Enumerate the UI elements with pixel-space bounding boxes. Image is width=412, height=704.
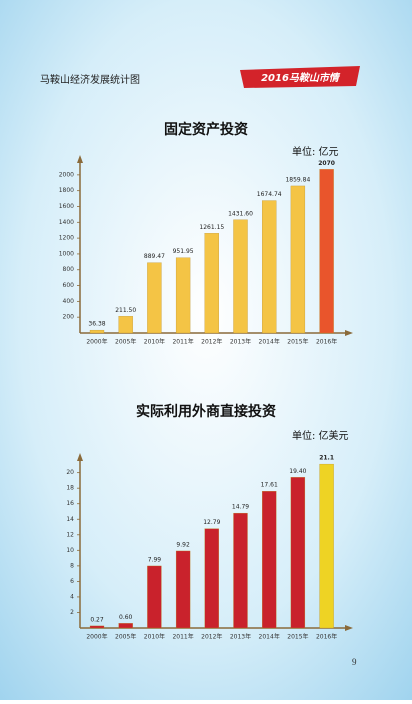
- x-tick-label: 2015年: [287, 338, 308, 346]
- value-label: 0.60: [119, 614, 133, 621]
- bar: [262, 491, 277, 629]
- x-tick-label: 2012年: [201, 338, 222, 346]
- value-label: 1261.15: [199, 224, 224, 231]
- value-label: 19.40: [289, 468, 306, 475]
- header-title: 马鞍山经济发展统计图: [40, 73, 140, 86]
- y-axis-arrow: [77, 155, 83, 163]
- y-tick-label: 20: [66, 469, 74, 476]
- y-tick-label: 400: [63, 298, 75, 305]
- x-tick-label: 2010年: [144, 338, 165, 346]
- bar: [89, 625, 105, 629]
- value-label: 14.79: [232, 504, 249, 511]
- bar: [233, 512, 248, 629]
- x-tick-label: 2014年: [259, 633, 280, 641]
- y-tick-label: 2: [70, 609, 74, 616]
- y-tick-label: 1200: [59, 235, 74, 242]
- bar: [175, 257, 191, 334]
- bar: [319, 169, 334, 334]
- y-tick-label: 10: [66, 547, 74, 554]
- value-label: 36.38: [88, 321, 105, 328]
- x-tick-label: 2013年: [230, 338, 251, 346]
- x-tick-label: 2016年: [316, 633, 337, 641]
- x-tick-label: 2010年: [144, 633, 165, 641]
- bar: [147, 565, 162, 629]
- x-tick-label: 2000年: [86, 633, 107, 641]
- y-tick-label: 4: [70, 593, 74, 600]
- x-tick-label: 2013年: [230, 633, 251, 641]
- page-number: 9: [352, 657, 357, 667]
- x-tick-label: 2014年: [259, 338, 280, 346]
- y-axis-arrow: [77, 453, 83, 461]
- unit-label: 单位: 亿美元: [292, 429, 349, 442]
- x-tick-label: 2016年: [316, 338, 337, 346]
- value-label: 211.50: [115, 307, 136, 314]
- y-tick-label: 16: [66, 500, 74, 507]
- y-tick-label: 18: [66, 485, 74, 492]
- value-label: 7.99: [148, 556, 162, 563]
- bar: [204, 233, 219, 334]
- y-tick-label: 200: [63, 314, 75, 321]
- value-label: 951.95: [173, 248, 194, 255]
- banner-text: 2016马鞍山市情: [261, 72, 341, 84]
- value-label: 12.79: [203, 519, 220, 526]
- value-label: 1674.74: [257, 191, 282, 198]
- x-tick-label: 2005年: [115, 633, 136, 641]
- y-tick-label: 600: [63, 282, 75, 289]
- value-label: 889.47: [144, 253, 165, 260]
- bar: [175, 550, 191, 629]
- x-tick-label: 2011年: [172, 338, 193, 346]
- bar: [290, 185, 306, 334]
- x-tick-label: 2000年: [86, 338, 107, 346]
- bar: [233, 219, 248, 334]
- bar: [147, 262, 162, 334]
- x-axis-arrow: [345, 625, 353, 631]
- y-tick-label: 6: [70, 578, 74, 585]
- x-axis-arrow: [345, 330, 353, 336]
- bar: [89, 329, 105, 334]
- y-tick-label: 14: [66, 516, 74, 523]
- x-tick-label: 2005年: [115, 338, 136, 346]
- bar: [319, 463, 334, 629]
- bar: [204, 528, 219, 629]
- y-tick-label: 12: [66, 531, 74, 538]
- y-tick-label: 1800: [59, 187, 74, 194]
- x-tick-label: 2011年: [172, 633, 193, 641]
- y-tick-label: 1000: [59, 250, 74, 257]
- bar: [262, 200, 277, 334]
- chart-title: 固定资产投资: [164, 121, 248, 138]
- value-label: 1859.84: [285, 176, 310, 183]
- y-tick-label: 1400: [59, 219, 74, 226]
- bar: [290, 477, 306, 629]
- y-tick-label: 800: [63, 266, 75, 273]
- y-tick-label: 8: [70, 562, 74, 569]
- unit-label: 单位: 亿元: [292, 145, 339, 158]
- x-tick-label: 2015年: [287, 633, 308, 641]
- y-tick-label: 1600: [59, 203, 74, 210]
- value-label: 17.61: [261, 482, 278, 489]
- bar: [118, 623, 133, 629]
- chart-title: 实际利用外商直接投资: [136, 403, 276, 420]
- value-label: 2070: [318, 160, 335, 167]
- y-tick-label: 2000: [59, 171, 74, 178]
- value-label: 21.1: [319, 455, 334, 462]
- banner: [240, 66, 360, 88]
- value-label: 0.27: [90, 616, 104, 623]
- value-label: 9.92: [176, 541, 190, 548]
- x-tick-label: 2012年: [201, 633, 222, 641]
- value-label: 1431.60: [228, 210, 253, 217]
- bar: [118, 316, 133, 334]
